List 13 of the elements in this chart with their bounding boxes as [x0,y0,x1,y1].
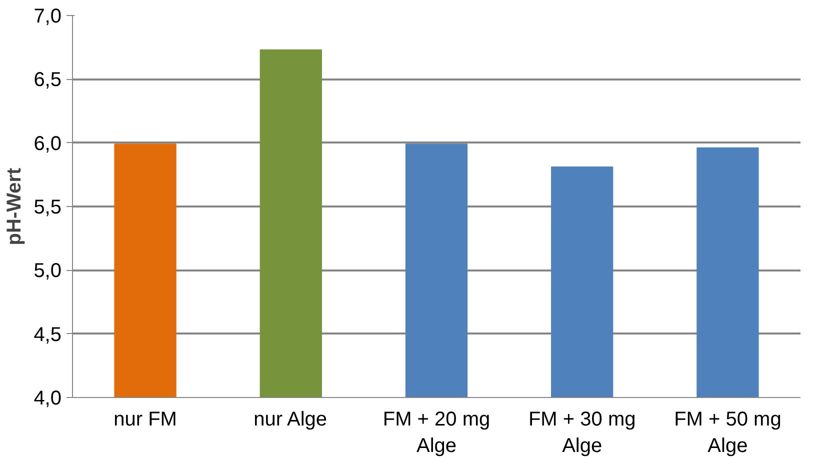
y-tick-label: 6,5 [34,69,62,92]
x-tick-label: nur Alge [254,408,328,430]
y-axis-title: pH-Wert [4,167,26,246]
x-tick-label: FM + 20 mg Alge [382,408,490,457]
x-tick-label: FM + 30 mg Alge [528,408,636,457]
y-tick-label: 6,0 [34,132,62,155]
y-tick-label: 4,5 [34,324,62,346]
y-tick-label: 5,5 [34,196,62,218]
y-tick-label: 7,0 [34,6,62,28]
y-tick-label: 4,0 [34,388,62,410]
x-tick-label: FM + 50 mg Alge [674,408,782,457]
x-tick-label: nur FM [114,408,177,430]
y-tick-label: 5,0 [34,260,62,282]
